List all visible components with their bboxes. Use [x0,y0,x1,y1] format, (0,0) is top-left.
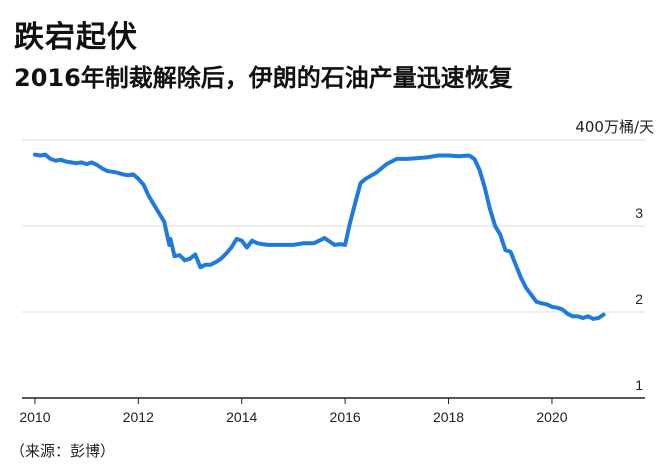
x-tick-label-2014: 2014 [226,409,257,425]
y-axis-tick-labels: 1 2 3 [635,205,643,393]
gridlines [22,139,645,313]
source-note: （来源：彭博） [10,442,116,460]
chart-subtitle: 2016年制裁解除后，伊朗的石油产量迅速恢复 [14,64,513,92]
series-group [32,152,606,321]
x-tick-label-2018: 2018 [433,409,464,425]
y-axis-unit-label: 400万桶/天 [575,118,654,136]
x-tick-label-2012: 2012 [123,409,154,425]
series-line-0 [32,152,606,321]
y-tick-label-2: 2 [635,291,643,307]
x-tick-label-2016: 2016 [330,409,361,425]
x-axis: 2010 2012 2014 2016 2018 2020 [19,397,645,425]
y-tick-label-1: 1 [635,377,643,393]
x-tick-label-2010: 2010 [19,409,50,425]
chart-title: 跌宕起伏 [14,20,138,55]
x-tick-label-2020: 2020 [536,409,567,425]
y-tick-label-3: 3 [635,205,643,221]
